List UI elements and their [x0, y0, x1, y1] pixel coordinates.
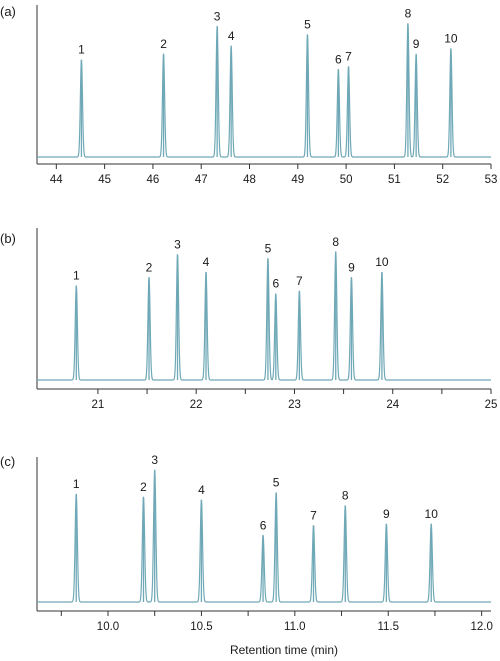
peak-label-2: 2 [160, 37, 167, 51]
peak-label-3: 3 [151, 453, 158, 467]
peak-label-1: 1 [78, 43, 85, 57]
panel-label: (a) [0, 4, 16, 19]
peak-label-6: 6 [260, 518, 267, 532]
peak-label-2: 2 [146, 260, 153, 274]
x-tick-label: 25 [485, 399, 498, 411]
x-tick-label: 49 [291, 174, 304, 186]
x-tick-label: 23 [288, 399, 301, 411]
peak-label-10: 10 [444, 32, 458, 46]
x-tick-label: 48 [243, 174, 256, 186]
peak-label-10: 10 [425, 507, 439, 521]
peak-label-6: 6 [272, 277, 279, 291]
chromatogram-trace [36, 469, 492, 603]
peak-label-3: 3 [174, 237, 181, 251]
peak-label-6: 6 [335, 52, 342, 66]
x-tick-label: 53 [485, 174, 498, 186]
x-tick-label: 50 [340, 174, 353, 186]
panel-c: (c) 10.0 10.5 11.0 11.5 12.0 1 23 4 6 5 7 8 9 10 Retent… [0, 453, 493, 657]
peak-label-9: 9 [413, 37, 420, 51]
peak-label-4: 4 [203, 255, 210, 269]
x-tick-label: 12.0 [470, 621, 492, 633]
peak-label-10: 10 [375, 255, 389, 269]
panel-label: (c) [0, 454, 15, 469]
x-tick-label: 44 [50, 174, 63, 186]
peak-label-5: 5 [273, 476, 280, 490]
x-tick-label: 21 [92, 399, 105, 411]
x-tick-label: 10.0 [97, 621, 119, 633]
x-tick-label: 11.5 [377, 621, 399, 633]
x-tick-label: 52 [436, 174, 449, 186]
peak-label-8: 8 [405, 7, 412, 21]
peak-label-4: 4 [198, 483, 205, 497]
peak-label-4: 4 [228, 29, 235, 43]
x-tick-label: 46 [147, 174, 160, 186]
chromatogram-trace [36, 23, 492, 158]
peak-label-2: 2 [140, 480, 147, 494]
panel-label: (b) [0, 231, 16, 246]
peak-label-8: 8 [332, 235, 339, 249]
peak-label-1: 1 [73, 477, 80, 491]
peak-label-9: 9 [348, 260, 355, 274]
x-tick-label: 22 [190, 399, 203, 411]
peak-label-1: 1 [73, 269, 80, 283]
peak-label-8: 8 [342, 488, 349, 502]
peak-label-3: 3 [214, 9, 221, 23]
x-tick-label: 24 [386, 399, 399, 411]
x-tick-label: 10.5 [190, 621, 212, 633]
chromatogram-trace [36, 251, 492, 381]
peak-label-7: 7 [345, 50, 352, 64]
x-tick-label: 45 [98, 174, 111, 186]
peak-label-5: 5 [304, 18, 311, 32]
x-axis-title: Retention time (min) [230, 643, 338, 657]
x-tick-label: 51 [388, 174, 401, 186]
peak-label-5: 5 [265, 242, 272, 256]
peak-label-9: 9 [383, 507, 390, 521]
x-tick-label: 47 [195, 174, 208, 186]
peak-label-7: 7 [310, 508, 317, 522]
x-tick-label: 11.0 [284, 621, 306, 633]
peak-label-7: 7 [296, 274, 303, 288]
